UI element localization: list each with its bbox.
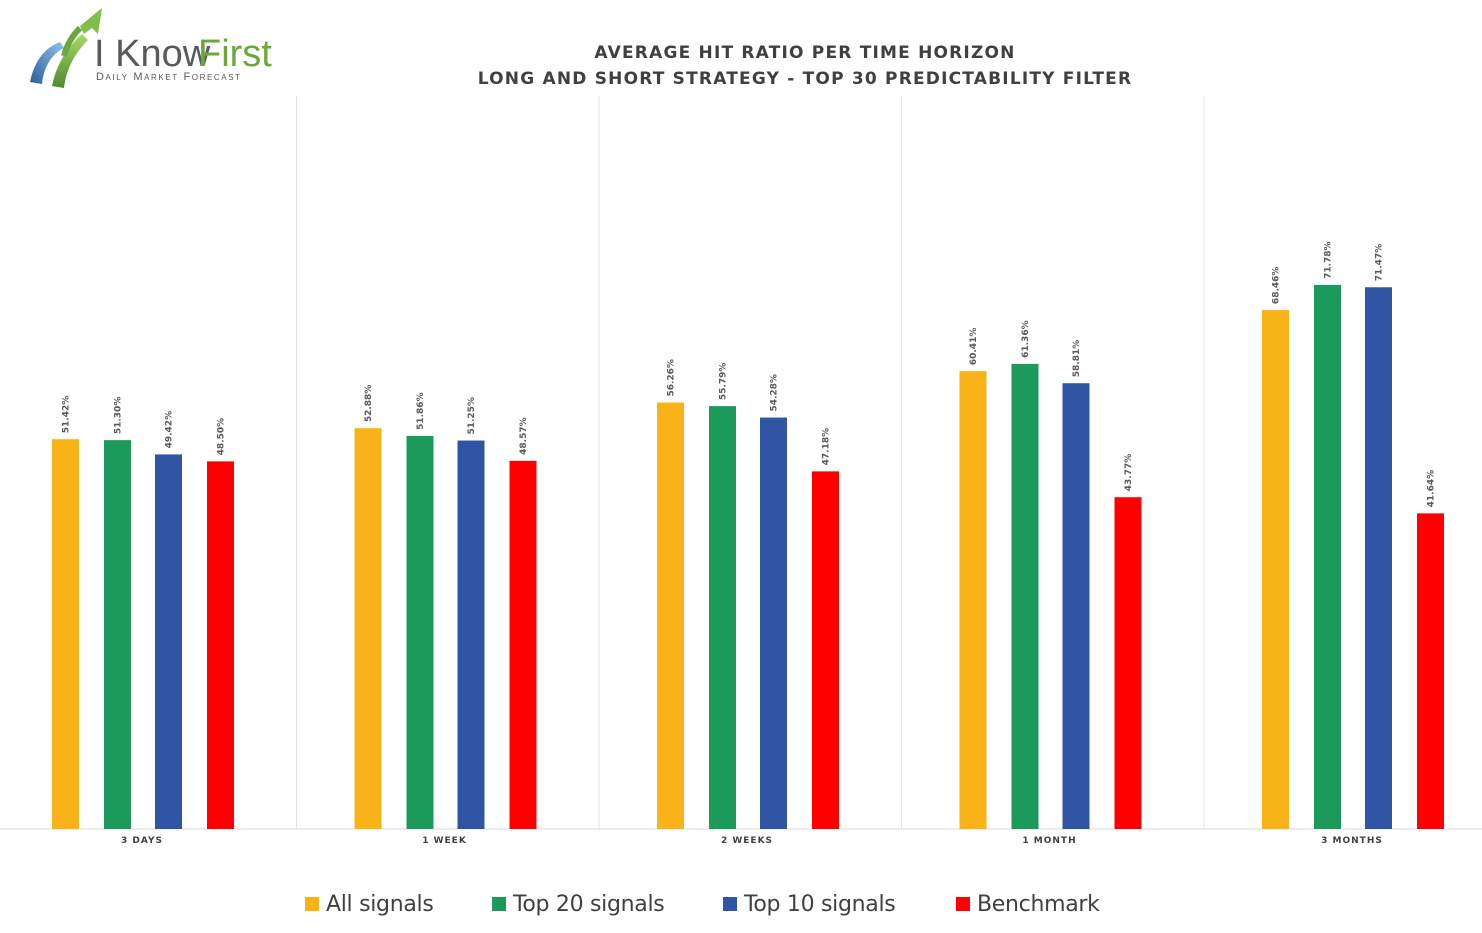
data-label: 47.18% — [822, 428, 832, 466]
x-tick-labels-group: 3 DAYS 1 WEEK 2 WEEKS 1 MONTH 3 MONTHS — [121, 836, 1383, 846]
x-tick-label: 3 DAYS — [121, 836, 163, 846]
chart-title: AVERAGE HIT RATIO PER TIME HORIZON — [594, 43, 1016, 63]
data-labels-group: 51.42% 51.30% 49.42% 48.50% 52.88% 51.86% 51.2… — [62, 241, 1437, 507]
legend-swatch — [723, 897, 737, 911]
x-tick-label: 3 MONTHS — [1321, 836, 1383, 846]
legend-label: All signals — [326, 891, 434, 917]
category-separators — [296, 96, 1205, 829]
bar-chart: 51.42% 51.30% 49.42% 48.50% 52.88% 51.86% 51.2… — [0, 96, 1482, 846]
bar-top-20-signals — [406, 435, 434, 829]
data-label: 49.42% — [165, 411, 175, 449]
logo-name-part2: First — [198, 33, 272, 75]
data-label: 51.30% — [114, 397, 124, 435]
bar-top-20-signals — [709, 406, 736, 829]
data-label: 51.25% — [467, 397, 477, 435]
bar-all-signals — [959, 371, 987, 829]
logo-name-part1: I Know — [94, 33, 211, 75]
legend-swatch — [956, 897, 970, 911]
data-label: 60.41% — [969, 328, 979, 366]
data-label: 68.46% — [1272, 267, 1282, 305]
data-label: 51.42% — [62, 396, 72, 434]
data-label: 54.28% — [770, 374, 780, 412]
bars-group — [52, 284, 1444, 829]
legend-swatch — [492, 897, 506, 911]
bar-all-signals — [354, 428, 382, 829]
bar-all-signals — [1262, 310, 1289, 829]
legend-item-benchmark: Benchmark — [956, 886, 1100, 922]
bar-benchmark — [509, 460, 537, 829]
bar-top-10-signals — [1365, 287, 1392, 829]
legend-item-top-10-signals: Top 10 signals — [723, 886, 896, 922]
x-tick-label: 1 WEEK — [422, 836, 467, 846]
chart-title-block: AVERAGE HIT RATIO PER TIME HORIZON LONG … — [300, 40, 1310, 92]
data-label: 52.88% — [364, 385, 374, 423]
data-label: 48.50% — [217, 418, 227, 456]
bar-benchmark — [207, 461, 234, 829]
bar-benchmark — [1114, 497, 1142, 829]
legend-label: Top 20 signals — [513, 891, 665, 917]
legend-item-all-signals: All signals — [305, 886, 434, 922]
data-label: 71.78% — [1324, 241, 1334, 279]
x-tick-label: 2 WEEKS — [721, 836, 773, 846]
bar-benchmark — [1417, 513, 1444, 829]
bar-top-10-signals — [155, 454, 182, 829]
growth-arrow-icon — [30, 8, 102, 88]
bar-top-20-signals — [1314, 284, 1341, 829]
bar-top-10-signals — [760, 417, 787, 829]
data-label: 43.77% — [1124, 454, 1134, 492]
i-know-first-logo: I Know First Daily Market Forecast — [30, 8, 272, 88]
data-label: 61.36% — [1021, 320, 1031, 358]
logo-tagline: Daily Market Forecast — [96, 71, 242, 83]
legend-label: Top 10 signals — [744, 891, 896, 917]
data-label: 56.26% — [667, 359, 677, 397]
x-tick-label: 1 MONTH — [1022, 836, 1076, 846]
bar-benchmark — [812, 471, 839, 829]
bar-top-20-signals — [104, 440, 131, 829]
bar-top-10-signals — [457, 440, 485, 829]
legend-label: Benchmark — [977, 891, 1100, 917]
data-label: 58.81% — [1072, 340, 1082, 378]
legend-swatch — [305, 897, 319, 911]
bar-all-signals — [657, 402, 684, 829]
data-label: 48.57% — [519, 417, 529, 455]
legend-item-top-20-signals: Top 20 signals — [492, 886, 665, 922]
data-label: 41.64% — [1427, 470, 1437, 508]
data-label: 51.86% — [416, 392, 426, 430]
chart-legend: All signals Top 20 signals Top 10 signals B… — [0, 886, 1482, 922]
data-label: 71.47% — [1375, 244, 1385, 282]
bar-top-10-signals — [1062, 383, 1090, 829]
data-label: 55.79% — [719, 363, 729, 401]
bar-top-20-signals — [1011, 363, 1039, 829]
chart-subtitle: LONG AND SHORT STRATEGY - TOP 30 PREDICT… — [477, 69, 1133, 89]
bar-all-signals — [52, 439, 79, 829]
